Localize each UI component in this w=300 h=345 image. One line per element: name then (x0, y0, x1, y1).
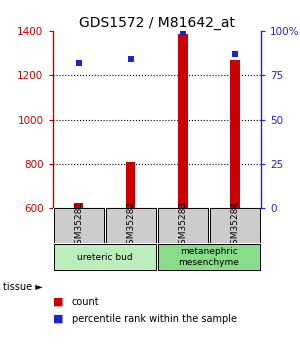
Text: tissue ►: tissue ► (3, 282, 43, 292)
Text: ■: ■ (52, 314, 63, 324)
Bar (178, 34, 188, 208)
Text: GSM35283: GSM35283 (178, 200, 187, 250)
Bar (210, 208, 260, 244)
Bar (74, 203, 83, 208)
Bar (158, 244, 260, 270)
Text: GSM35284: GSM35284 (230, 200, 239, 249)
Bar (53, 208, 104, 244)
Text: count: count (72, 297, 100, 307)
Text: percentile rank within the sample: percentile rank within the sample (72, 314, 237, 324)
Bar (126, 161, 135, 208)
Bar (158, 208, 208, 244)
Bar (106, 208, 156, 244)
Text: ■: ■ (52, 297, 63, 307)
Text: GSM35282: GSM35282 (126, 200, 135, 249)
Text: GSM35281: GSM35281 (74, 200, 83, 250)
Text: ureteric bud: ureteric bud (77, 253, 132, 262)
Bar (230, 60, 240, 208)
Bar (53, 244, 156, 270)
Text: metanephric
mesenchyme: metanephric mesenchyme (178, 247, 239, 267)
Title: GDS1572 / M81642_at: GDS1572 / M81642_at (79, 16, 235, 30)
